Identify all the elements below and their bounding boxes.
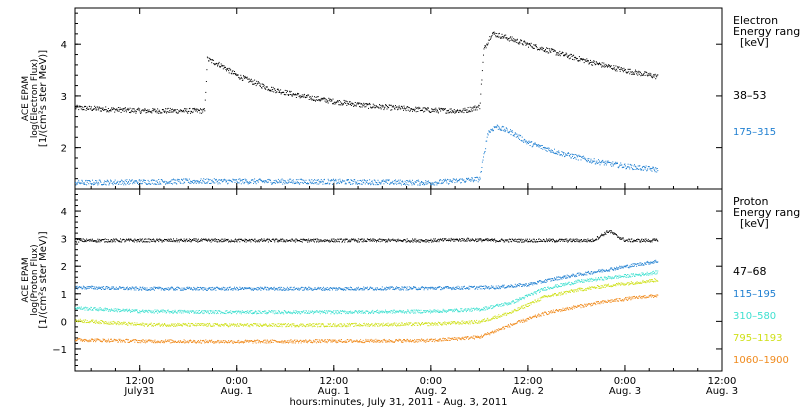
legend-entry: 38–53 (733, 89, 767, 102)
y-tick-label: 2 (61, 144, 67, 155)
series-2-1-points (75, 230, 658, 243)
series-2-5-points (75, 294, 658, 344)
y-tick-label: 4 (61, 40, 67, 51)
y-axis-label-line: [1/(cm²s ster MeV)] (38, 50, 49, 147)
x-tick-sublabel: Aug. 1 (318, 386, 350, 397)
legend-entry: 1060–1900 (733, 355, 789, 366)
series-2-2-points (75, 260, 658, 291)
y-tick-label: 0 (61, 317, 67, 328)
y-tick-label: 3 (61, 235, 67, 246)
x-axis-title: hours:minutes, July 31, 2011 - Aug. 3, 2… (289, 397, 507, 408)
legend-entry: 47–68 (733, 265, 767, 278)
y-axis-label-line: [1/(cm²s ster MeV)] (38, 231, 49, 328)
x-tick-sublabel: Aug. 2 (415, 386, 447, 397)
legend-entry: 310–580 (733, 311, 776, 322)
series-1-2-points (75, 125, 658, 186)
x-tick-sublabel: Aug. 3 (609, 386, 641, 397)
legend-entry: 115–195 (733, 289, 776, 300)
legend-entry: 175–315 (733, 127, 776, 138)
series-2-4-points (75, 278, 658, 327)
series-1-1-points (75, 32, 658, 114)
x-tick-sublabel: Aug. 1 (221, 386, 253, 397)
y-tick-label: 2 (61, 262, 67, 273)
y-tick-label: 3 (61, 92, 67, 103)
y-tick-label: 4 (61, 207, 67, 218)
y-tick-label: 1 (61, 290, 67, 301)
panel-frame-2 (75, 189, 722, 371)
legend-title-line: [keV] (740, 217, 769, 230)
panel-frame-1 (75, 8, 722, 189)
y-tick-label: −1 (52, 345, 67, 356)
legend-entry: 795–1193 (733, 333, 783, 344)
x-tick-sublabel: Aug. 3 (706, 386, 738, 397)
legend-title-line: [keV] (740, 36, 769, 49)
x-tick-sublabel: Aug. 2 (512, 386, 544, 397)
x-tick-sublabel: July31 (123, 386, 155, 397)
